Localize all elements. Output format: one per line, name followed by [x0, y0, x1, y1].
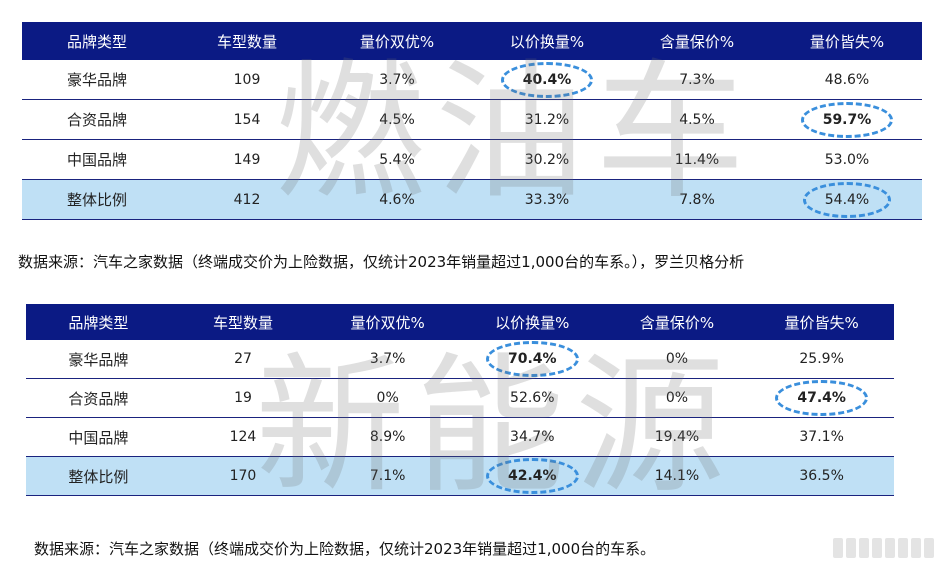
toolbar-bar-icon: [885, 538, 895, 558]
cell-count: 124: [170, 417, 316, 457]
cell-both-loss: 37.1%: [749, 417, 894, 457]
cell-both-good: 4.6%: [322, 179, 472, 220]
toolbar-bar-icon: [833, 538, 843, 558]
highlight-circle: 42.4%: [486, 458, 578, 494]
source-note-ice: 数据来源：汽车之家数据（终端成交价为上险数据，仅统计2023年销量超过1,000…: [18, 253, 745, 271]
toolbar-bar-icon: [924, 538, 934, 558]
header-brand-type: 品牌类型: [22, 22, 172, 60]
cell-brand: 中国品牌: [26, 417, 171, 457]
table-header-row: 品牌类型 车型数量 量价双优% 以价换量% 含量保价% 量价皆失%: [22, 22, 922, 60]
cell-count: 170: [170, 456, 316, 496]
table-row-total: 整体比例 170 7.1% 42.4% 14.1% 36.5%: [26, 456, 894, 496]
cell-volume-hold: 4.5%: [622, 99, 772, 140]
cell-both-good: 8.9%: [315, 417, 460, 457]
table-row-total: 整体比例 412 4.6% 33.3% 7.8% 54.4%: [22, 179, 922, 220]
cell-count: 154: [172, 99, 322, 140]
highlight-circle: 59.7%: [800, 101, 893, 138]
cell-volume-hold: 11.4%: [622, 139, 772, 180]
cell-brand: 豪华品牌: [26, 340, 171, 379]
cell-count: 19: [170, 378, 316, 418]
cell-brand: 整体比例: [22, 179, 172, 220]
header-both-good: 量价双优%: [322, 22, 472, 60]
header-volume-hold: 含量保价%: [622, 22, 772, 60]
cell-both-loss: 59.7%: [772, 99, 922, 140]
cell-price-for-volume: 30.2%: [472, 139, 622, 180]
cell-both-loss: 53.0%: [772, 139, 922, 180]
header-volume-hold: 含量保价%: [604, 304, 750, 340]
source-note-nev: 数据来源：汽车之家数据（终端成交价为上险数据，仅统计2023年销量超过1,000…: [34, 540, 656, 558]
highlight-circle: 47.4%: [775, 380, 868, 416]
ice-table: 品牌类型 车型数量 量价双优% 以价换量% 含量保价% 量价皆失% 豪华品牌 1…: [22, 22, 922, 220]
cell-both-good: 4.5%: [322, 99, 472, 140]
cell-count: 149: [172, 139, 322, 180]
cell-both-loss: 36.5%: [749, 456, 894, 496]
cell-price-for-volume: 40.4%: [472, 60, 622, 100]
toolbar-bar-icon: [846, 538, 856, 558]
cell-both-good: 3.7%: [322, 60, 472, 100]
cell-brand: 合资品牌: [26, 378, 171, 418]
cell-count: 27: [170, 340, 316, 379]
table-row: 合资品牌 154 4.5% 31.2% 4.5% 59.7%: [22, 99, 922, 140]
cell-both-loss: 25.9%: [749, 340, 894, 379]
table-row: 豪华品牌 27 3.7% 70.4% 0% 25.9%: [26, 340, 894, 379]
cell-volume-hold: 7.3%: [622, 60, 772, 100]
cell-brand: 合资品牌: [22, 99, 172, 140]
cell-price-for-volume: 70.4%: [459, 340, 605, 379]
table-row: 中国品牌 149 5.4% 30.2% 11.4% 53.0%: [22, 139, 922, 180]
toolbar-bar-icon: [898, 538, 908, 558]
cell-price-for-volume: 33.3%: [472, 179, 622, 220]
cell-volume-hold: 19.4%: [604, 417, 750, 457]
cell-both-good: 0%: [315, 378, 460, 418]
header-price-for-volume: 以价换量%: [472, 22, 622, 60]
table-row: 合资品牌 19 0% 52.6% 0% 47.4%: [26, 378, 894, 418]
highlight-circle: 40.4%: [500, 61, 593, 98]
nev-table: 品牌类型 车型数量 量价双优% 以价换量% 含量保价% 量价皆失% 豪华品牌 2…: [26, 304, 894, 496]
cell-price-for-volume: 34.7%: [459, 417, 605, 457]
toolbar-bar-icon: [872, 538, 882, 558]
table-row: 中国品牌 124 8.9% 34.7% 19.4% 37.1%: [26, 417, 894, 457]
cell-brand: 中国品牌: [22, 139, 172, 180]
toolbar-bar-icon: [859, 538, 869, 558]
cell-both-good: 5.4%: [322, 139, 472, 180]
cell-both-loss: 48.6%: [772, 60, 922, 100]
header-model-count: 车型数量: [170, 304, 316, 340]
header-brand-type: 品牌类型: [26, 304, 171, 340]
cell-volume-hold: 7.8%: [622, 179, 772, 220]
cell-volume-hold: 0%: [604, 378, 750, 418]
header-both-loss: 量价皆失%: [749, 304, 894, 340]
cell-both-loss: 47.4%: [749, 378, 894, 418]
header-both-loss: 量价皆失%: [772, 22, 922, 60]
header-both-good: 量价双优%: [315, 304, 460, 340]
nev-table-panel: 品牌类型 车型数量 量价双优% 以价换量% 含量保价% 量价皆失% 豪华品牌 2…: [26, 304, 894, 496]
toolbar-bar-icon: [911, 538, 921, 558]
highlight-circle: 54.4%: [802, 181, 892, 218]
cell-volume-hold: 0%: [604, 340, 750, 379]
ice-table-panel: 品牌类型 车型数量 量价双优% 以价换量% 含量保价% 量价皆失% 豪华品牌 1…: [22, 22, 922, 220]
cell-price-for-volume: 42.4%: [459, 456, 605, 496]
table-header-row: 品牌类型 车型数量 量价双优% 以价换量% 含量保价% 量价皆失%: [26, 304, 894, 340]
cell-volume-hold: 14.1%: [604, 456, 750, 496]
cell-price-for-volume: 52.6%: [459, 378, 605, 418]
cell-price-for-volume: 31.2%: [472, 99, 622, 140]
cell-both-good: 7.1%: [315, 456, 460, 496]
cell-count: 109: [172, 60, 322, 100]
header-price-for-volume: 以价换量%: [459, 304, 605, 340]
header-model-count: 车型数量: [172, 22, 322, 60]
cell-both-loss: 54.4%: [772, 179, 922, 220]
cell-brand: 整体比例: [26, 456, 171, 496]
cell-both-good: 3.7%: [315, 340, 460, 379]
highlight-circle: 70.4%: [486, 341, 578, 377]
cell-brand: 豪华品牌: [22, 60, 172, 100]
table-row: 豪华品牌 109 3.7% 40.4% 7.3% 48.6%: [22, 60, 922, 100]
image-toolbar: [833, 538, 934, 558]
cell-count: 412: [172, 179, 322, 220]
